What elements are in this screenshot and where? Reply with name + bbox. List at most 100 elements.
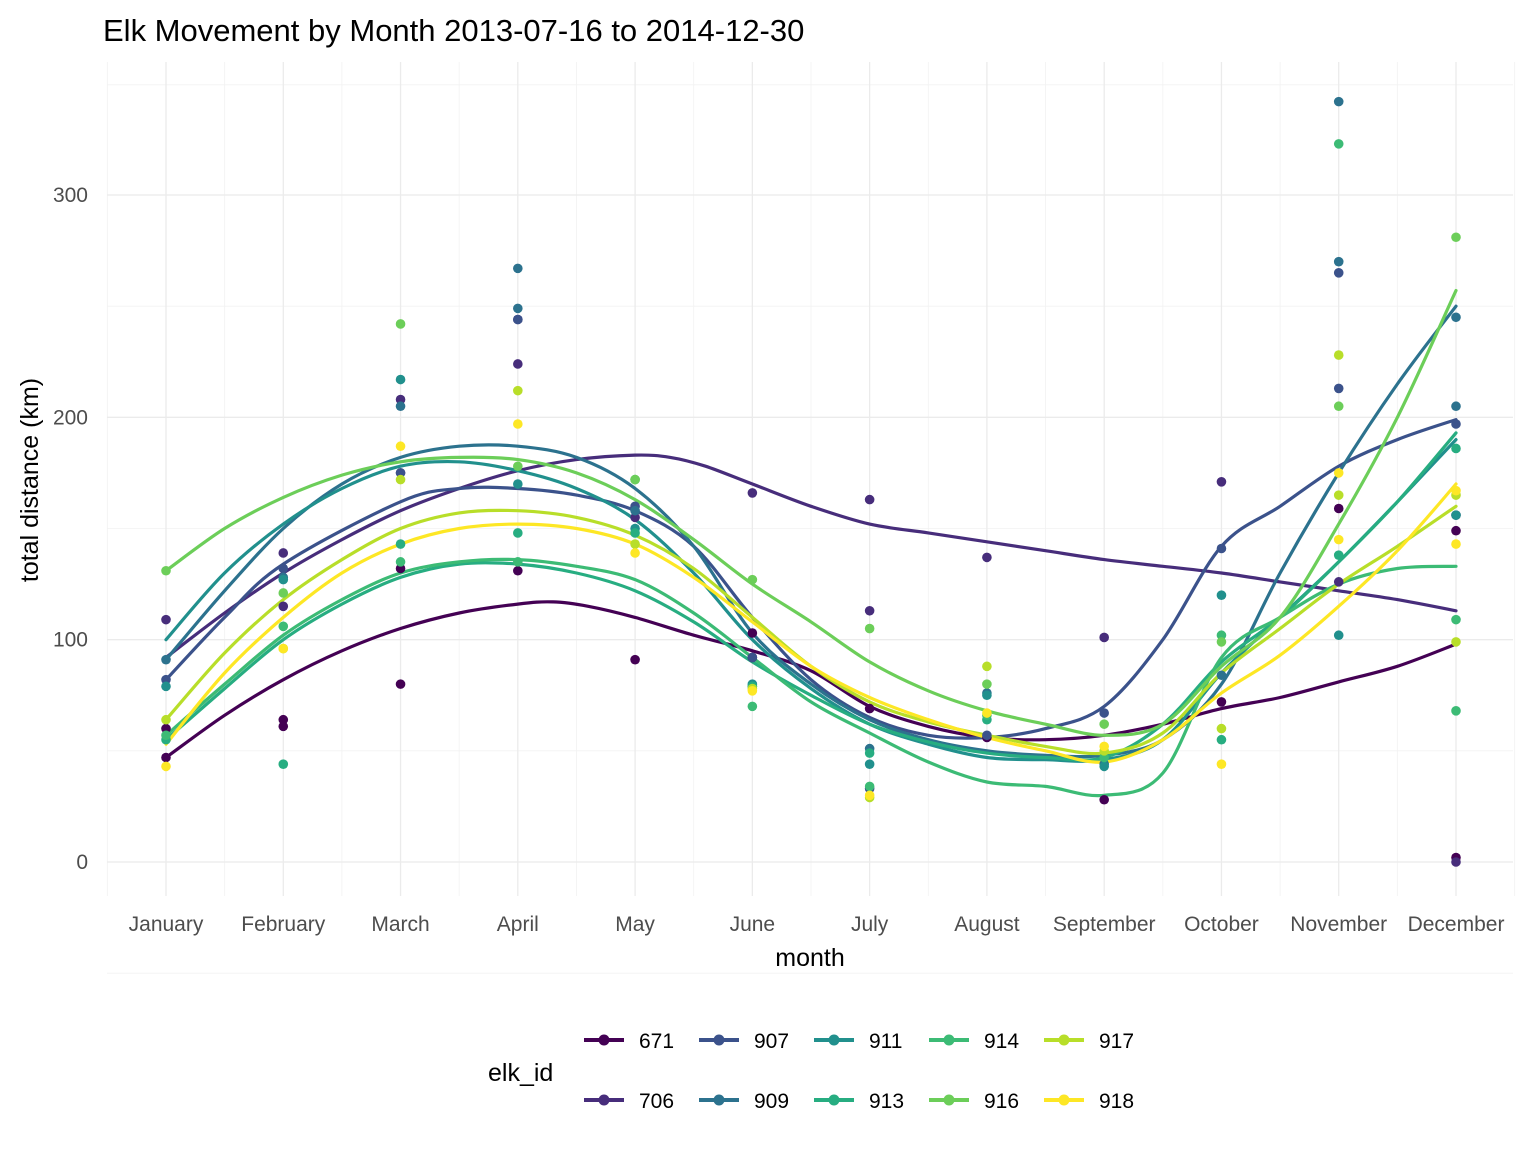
point-elk-918 [864,790,875,801]
point-elk-918 [395,441,406,452]
legend-label: 706 [639,1090,674,1113]
point-elk-706 [864,605,875,616]
point-elk-918 [1451,485,1461,496]
x-tick-label: December [1408,913,1505,936]
point-elk-911 [161,681,171,692]
legend-key-point [598,1034,610,1046]
point-elk-916 [864,623,875,634]
point-elk-671 [161,752,171,763]
point-elk-918 [161,761,171,772]
x-tick-label: April [497,913,539,936]
point-elk-918 [1333,468,1344,478]
major-gridlines [107,62,1513,896]
point-elk-909 [1451,312,1461,323]
point-elk-917 [1333,490,1344,500]
point-elk-917 [1216,723,1227,734]
point-elk-909 [1451,401,1461,412]
x-tick-label: September [1053,913,1156,936]
point-elk-671 [747,628,758,638]
point-elk-671 [1099,794,1109,805]
legend-label: 671 [639,1030,674,1053]
point-elk-911 [864,759,875,769]
point-elk-911 [1216,590,1227,600]
legend-title: elk_id [488,1059,553,1087]
legend-item-671: 671 [584,1030,674,1053]
legend-key-point [828,1034,840,1046]
smooth-line-elk-914 [164,557,1458,798]
point-elk-918 [1333,534,1344,545]
point-elk-907 [982,730,992,741]
point-elk-706 [1451,857,1461,867]
point-elk-706 [1216,477,1227,487]
point-elk-911 [1099,761,1109,772]
point-elk-907 [278,563,289,574]
legend-key-point [943,1094,955,1106]
point-elk-914 [1216,630,1227,641]
point-elk-917 [630,539,640,549]
point-elk-706 [395,394,406,405]
point-elk-913 [630,528,640,538]
point-elk-706 [278,548,289,558]
point-elk-913 [1216,734,1227,745]
point-elk-909 [630,505,640,516]
point-elk-916 [1333,401,1344,412]
legend-key-point [598,1094,610,1106]
legend-key-point [1058,1094,1070,1106]
point-elk-907 [1099,708,1109,718]
x-tick-label: June [730,913,776,936]
legend-item-913: 913 [814,1090,904,1113]
point-elk-918 [278,643,289,654]
legend-key-point [713,1034,725,1046]
point-elk-706 [1099,632,1109,643]
legend-key-point [828,1094,840,1106]
point-elk-916 [630,474,640,485]
legend-item-909: 909 [699,1090,789,1113]
point-elk-671 [395,679,406,689]
point-elk-916 [278,588,289,598]
point-elk-911 [982,690,992,701]
point-elk-907 [1216,543,1227,554]
point-elk-911 [513,479,523,489]
point-elk-916 [513,461,523,472]
point-elk-706 [161,614,171,625]
y-tick-label: 200 [53,406,88,429]
point-elk-671 [513,565,523,576]
legend-item-914: 914 [929,1030,1019,1053]
point-elk-918 [982,708,992,718]
point-elk-706 [630,512,640,523]
point-elk-907 [1451,419,1461,429]
point-elk-918 [1099,741,1109,752]
legend: 671 706 907 909 911 913 914 916 917 918 [584,1030,1134,1113]
point-elk-914 [864,781,875,792]
point-elk-907 [161,674,171,685]
smooth-lines [164,289,1458,798]
y-tick-label: 0 [76,851,88,874]
y-tick-label: 100 [53,629,88,652]
point-elk-671 [864,703,875,714]
point-elk-671 [278,714,289,725]
legend-item-907: 907 [699,1030,789,1053]
point-elk-913 [864,748,875,758]
y-axis-ticks: 0 100 200 300 [53,184,88,874]
legend-key-point [943,1034,955,1046]
point-elk-911 [1451,510,1461,520]
point-elk-916 [161,565,171,576]
point-elk-671 [630,654,640,665]
point-elk-916 [747,574,758,585]
y-tick-label: 300 [53,184,88,207]
point-elk-917 [161,714,171,725]
point-elk-913 [278,759,289,769]
point-elk-909 [1333,256,1344,267]
point-elk-917 [982,661,992,672]
smooth-line-elk-913 [164,431,1458,762]
point-elk-916 [1099,719,1109,729]
x-tick-label: October [1184,913,1259,936]
legend-label: 911 [869,1030,902,1053]
point-elk-917 [1451,637,1461,647]
point-elk-671 [1216,697,1227,707]
point-elk-909 [161,654,171,665]
point-elk-914 [278,621,289,632]
point-elk-916 [395,319,406,329]
point-elk-914 [1451,706,1461,716]
